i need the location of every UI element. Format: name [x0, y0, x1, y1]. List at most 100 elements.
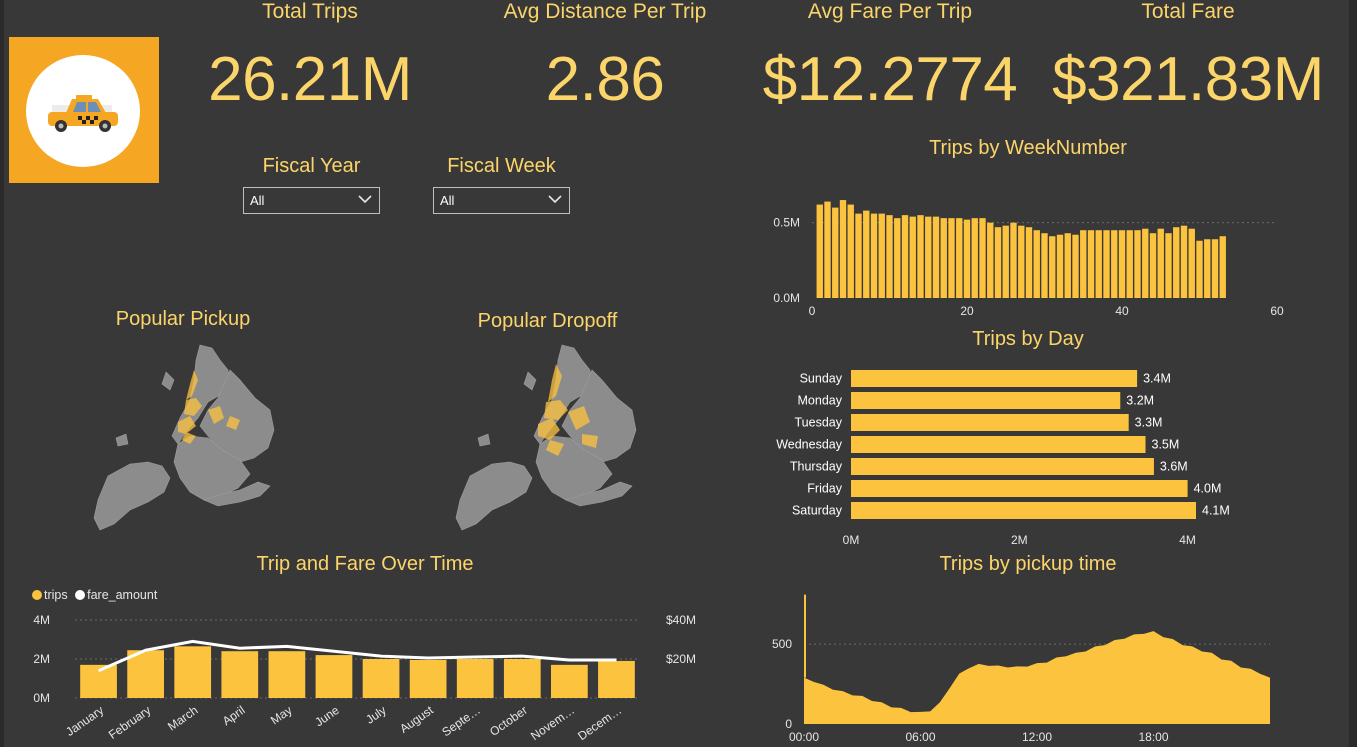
total-fare-label: Total Fare — [1141, 0, 1235, 23]
popular-dropoff-title: Popular Dropoff — [477, 310, 618, 332]
week-bar — [1049, 236, 1056, 298]
week-bar — [1111, 230, 1118, 298]
day-label: Tuesday — [795, 416, 843, 430]
day-label: Saturday — [792, 504, 843, 518]
month-bar — [456, 659, 494, 698]
week-bar — [1018, 225, 1025, 298]
total-trips-value: 26.21M — [208, 45, 412, 114]
month-bar — [268, 651, 306, 698]
week-bar — [1173, 227, 1180, 298]
week-bar — [901, 215, 909, 298]
week-bar — [1010, 222, 1017, 298]
taxi-logo — [9, 37, 159, 183]
week-bar — [1056, 234, 1064, 298]
x-tick-label: 40 — [1115, 304, 1129, 318]
map-boroughs — [455, 344, 637, 531]
day-bar — [851, 436, 1146, 453]
x-tick-label: June — [312, 703, 342, 730]
fiscal-week-value: All — [440, 193, 455, 208]
week-bar — [1087, 230, 1095, 298]
fiscal-week-dropdown[interactable]: All — [433, 187, 570, 214]
month-bar — [503, 659, 541, 698]
week-bar — [1142, 228, 1149, 298]
week-bar — [994, 227, 1002, 298]
pickup-time-area — [804, 594, 1270, 724]
week-bar — [1149, 233, 1157, 298]
day-label: Thursday — [790, 460, 843, 474]
day-data-label: 3.6M — [1160, 460, 1188, 474]
x-tick-label: 60 — [1270, 304, 1284, 318]
left-border — [0, 0, 4, 747]
trip-and-fare-over-time-chart[interactable]: 0M 2M 4M $20M $40M January February March April M… — [20, 605, 720, 747]
month-bar — [174, 646, 212, 698]
pickup-map[interactable] — [90, 340, 290, 535]
chevron-down-icon — [548, 195, 562, 204]
pickup-hotspots — [178, 370, 240, 444]
week-bar — [963, 219, 971, 298]
week-bar — [816, 204, 823, 298]
x-tick-label: 20 — [960, 304, 974, 318]
week-bar — [1033, 230, 1040, 298]
day-label: Friday — [807, 482, 842, 496]
day-bar — [851, 392, 1121, 409]
month-bar — [315, 655, 353, 698]
month-bar — [221, 651, 259, 698]
fiscal-week-label: Fiscal Week — [447, 155, 556, 177]
fiscal-year-label: Fiscal Year — [262, 155, 361, 177]
y-tick-label-left: 4M — [33, 613, 50, 627]
day-bar — [851, 458, 1154, 475]
week-bar — [839, 200, 847, 298]
week-bar — [1126, 230, 1133, 298]
week-bar — [1103, 230, 1110, 298]
over-time-legend: trips fare_amount — [32, 588, 157, 602]
fiscal-year-dropdown[interactable]: All — [243, 187, 380, 214]
week-bar — [1188, 228, 1195, 298]
day-label: Sunday — [800, 372, 843, 386]
week-bar — [847, 204, 854, 298]
dropoff-map[interactable] — [452, 340, 652, 535]
dropoff-hotspots — [538, 364, 598, 456]
trips-by-weeknumber-chart[interactable]: 0.0M 0.5M 0 20 40 60 — [760, 180, 1300, 325]
y-tick-label: 0 — [785, 717, 792, 731]
day-label: Wednesday — [776, 438, 843, 452]
y-tick-label: 500 — [772, 637, 792, 651]
month-bar — [362, 659, 400, 698]
week-bar — [1157, 228, 1164, 298]
x-tick-label: 2M — [1011, 533, 1028, 547]
week-bar — [824, 201, 831, 298]
week-bar — [1064, 233, 1071, 298]
y-tick-label-left: 0M — [33, 691, 50, 705]
week-bar — [917, 215, 924, 298]
trips-by-pickup-time-chart[interactable]: 0 500 00:00 06:00 12:00 18:00 — [760, 588, 1300, 747]
x-tick-label: April — [220, 703, 248, 728]
week-bar — [855, 213, 862, 298]
fiscal-year-value: All — [250, 193, 265, 208]
right-scrollbar[interactable] — [1349, 0, 1357, 747]
total-fare-value: $321.83M — [1052, 45, 1324, 114]
day-bar — [851, 370, 1138, 387]
chevron-down-icon — [358, 195, 372, 204]
avg-fare-label: Avg Fare Per Trip — [807, 0, 973, 23]
y-tick-label-right: $40M — [666, 613, 696, 627]
x-tick-label: 12:00 — [1022, 730, 1052, 744]
week-bar — [948, 218, 955, 298]
week-bar — [1219, 236, 1226, 298]
x-tick-label: 0 — [809, 304, 816, 318]
trips-by-day-chart[interactable]: Sunday 3.4M Monday 3.2M Tuesday 3.3M Wednesday… — [760, 365, 1300, 555]
month-bar — [598, 660, 635, 698]
week-bar — [1165, 233, 1172, 298]
taxi-icon — [48, 95, 118, 132]
x-tick-label: 4M — [1179, 533, 1196, 547]
legend-fare-label: fare_amount — [87, 588, 158, 602]
x-tick-label: Septe… — [439, 703, 483, 739]
week-bar — [870, 213, 878, 298]
day-data-label: 3.5M — [1152, 438, 1180, 452]
day-bar — [851, 480, 1188, 497]
legend-fare-marker — [75, 590, 86, 600]
popular-pickup-title: Popular Pickup — [115, 308, 251, 330]
x-tick-label: 00:00 — [789, 730, 819, 744]
day-data-label: 3.4M — [1143, 372, 1171, 386]
week-bar — [1041, 233, 1048, 298]
x-tick-label: January — [63, 703, 106, 739]
week-bar — [1118, 230, 1126, 298]
